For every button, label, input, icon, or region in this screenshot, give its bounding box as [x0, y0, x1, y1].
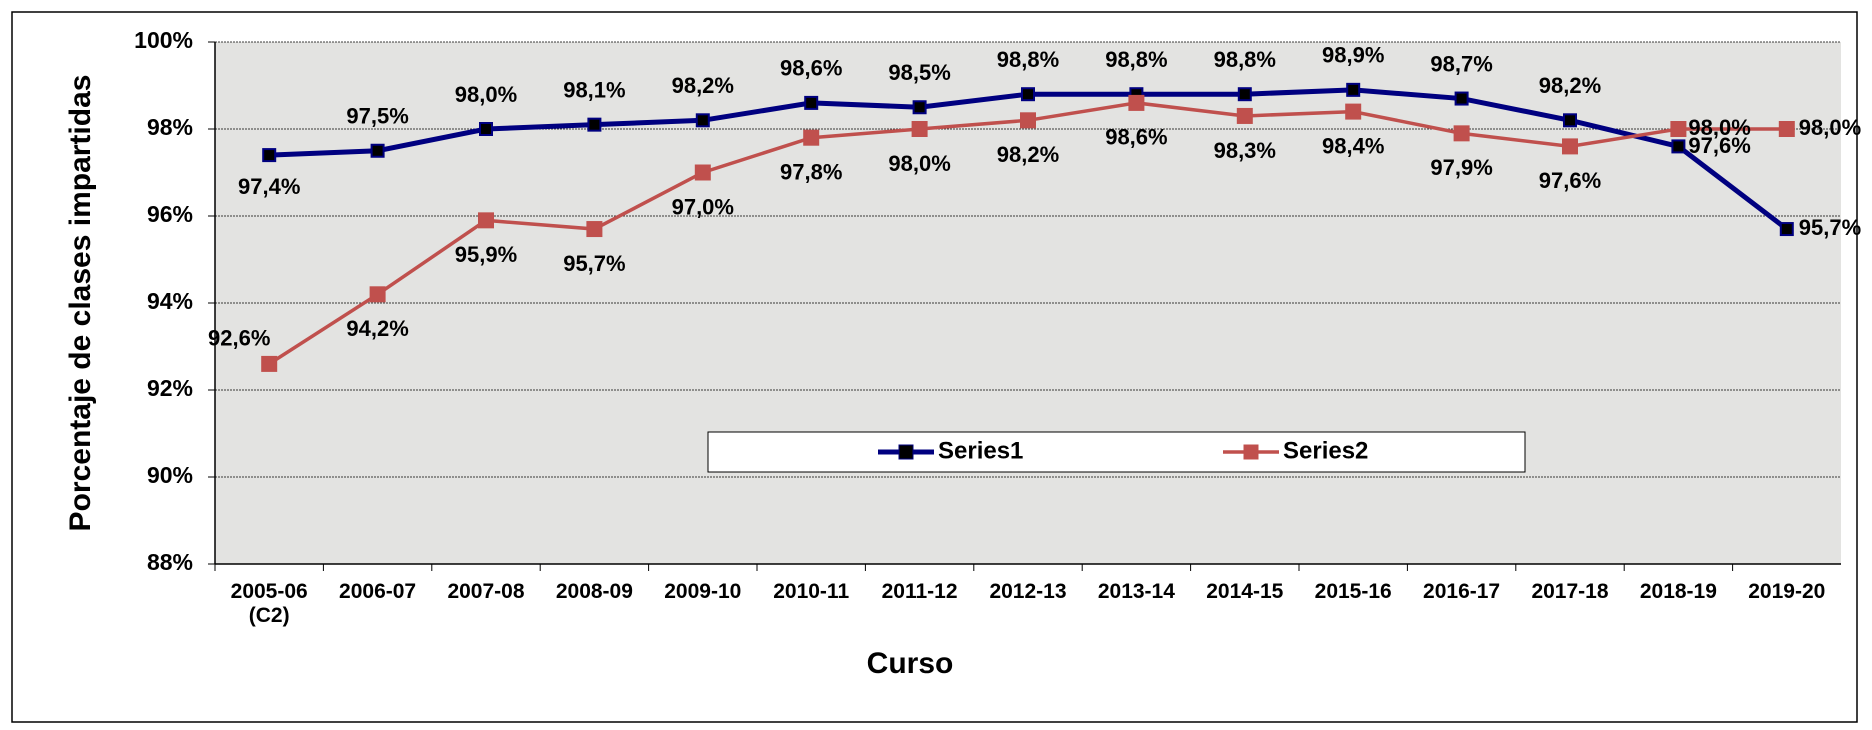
data-label: 98,6%: [1105, 125, 1167, 150]
point-marker: [262, 148, 277, 163]
point-marker: [695, 113, 710, 128]
point-marker: [1453, 125, 1470, 142]
y-tick-label: 98%: [147, 114, 193, 140]
point-marker: [694, 164, 711, 181]
data-label: 95,9%: [455, 242, 517, 267]
x-tick-label: 2017-18: [1531, 580, 1609, 603]
data-label: 97,6%: [1688, 133, 1750, 158]
data-label: 97,5%: [346, 104, 408, 129]
y-tick-label: 90%: [147, 462, 193, 488]
point-marker: [369, 286, 386, 303]
legend-box: [707, 431, 1526, 473]
point-marker: [803, 129, 820, 146]
point-marker: [1454, 91, 1469, 106]
data-label: 98,2%: [672, 73, 734, 98]
data-label: 98,2%: [997, 142, 1059, 167]
data-label: 97,8%: [780, 160, 842, 185]
legend-label: Series2: [1283, 437, 1368, 464]
data-label: 95,7%: [1799, 215, 1861, 240]
data-label: 98,0%: [888, 151, 950, 176]
data-label: 98,2%: [1539, 73, 1601, 98]
data-label: 98,8%: [1214, 47, 1276, 72]
point-marker: [370, 143, 385, 158]
point-marker: [1346, 82, 1361, 97]
y-tick-label: 92%: [147, 375, 193, 401]
point-marker: [1670, 121, 1687, 137]
point-marker: [911, 121, 928, 137]
x-tick-label: 2014-15: [1206, 580, 1284, 603]
point-marker: [1237, 87, 1252, 102]
point-marker: [479, 122, 493, 136]
legend-marker: [898, 444, 914, 460]
point-marker: [587, 117, 602, 132]
point-marker: [912, 100, 927, 115]
data-label: 95,7%: [563, 251, 625, 276]
x-tick-label: 2016-17: [1423, 580, 1501, 603]
data-label: 98,3%: [1214, 138, 1276, 163]
x-tick-label: 2011-12: [881, 580, 958, 603]
point-marker: [1236, 107, 1253, 124]
point-marker: [478, 212, 494, 229]
data-label: 98,0%: [455, 82, 517, 107]
data-label: 98,9%: [1322, 43, 1384, 68]
y-tick-label: 94%: [147, 288, 193, 314]
x-tick-label: 2015-16: [1314, 580, 1392, 603]
point-marker: [1020, 112, 1036, 129]
x-tick-label: 2012-13: [989, 580, 1067, 603]
point-marker: [1128, 94, 1145, 111]
data-label: 98,7%: [1430, 51, 1492, 76]
data-label: 92,6%: [208, 326, 270, 351]
point-marker: [1563, 113, 1577, 128]
point-marker: [1778, 121, 1795, 137]
data-label: 97,9%: [1430, 155, 1492, 180]
data-label: 98,4%: [1322, 133, 1384, 158]
data-label: 98,5%: [888, 60, 950, 85]
point-marker: [1345, 103, 1362, 120]
x-tick-label: 2008-09: [555, 580, 633, 603]
x-tick-label: 2019-20: [1748, 580, 1826, 603]
data-label: 97,0%: [672, 194, 734, 219]
point-marker: [1021, 87, 1035, 102]
legend-label: Series1: [938, 437, 1023, 464]
data-label: 97,6%: [1539, 168, 1601, 193]
y-tick-label: 88%: [147, 549, 193, 575]
data-label: 94,2%: [346, 316, 408, 341]
x-tick-label: 2007-08: [447, 580, 525, 603]
data-label: 98,0%: [1799, 115, 1861, 140]
legend-marker: [1243, 444, 1259, 460]
data-label: 98,1%: [563, 77, 625, 102]
data-label: 98,8%: [1105, 47, 1167, 72]
point-marker: [261, 355, 278, 372]
y-tick-label: 100%: [134, 27, 193, 53]
data-label: 98,6%: [780, 56, 842, 81]
x-tick-label: 2010-11: [773, 580, 850, 603]
x-axis-title: Curso: [867, 647, 954, 680]
point-marker: [586, 221, 603, 238]
point-marker: [1562, 138, 1578, 155]
point-marker: [804, 95, 819, 110]
data-label: 97,4%: [238, 174, 300, 199]
x-tick-label: 2006-07: [339, 580, 417, 603]
y-axis-title: Porcentaje de clases impartidas: [64, 75, 97, 532]
point-marker: [1671, 139, 1686, 154]
data-label: 98,8%: [997, 47, 1059, 72]
x-tick-label: 2013-14: [1097, 580, 1175, 603]
y-tick-label: 96%: [147, 201, 193, 227]
data-label: 98,0%: [1688, 115, 1750, 140]
point-marker: [1779, 222, 1794, 237]
x-tick-label: 2005-06 (C2): [230, 580, 308, 627]
x-tick-label: 2009-10: [664, 580, 742, 603]
x-tick-label: 2018-19: [1639, 580, 1717, 603]
